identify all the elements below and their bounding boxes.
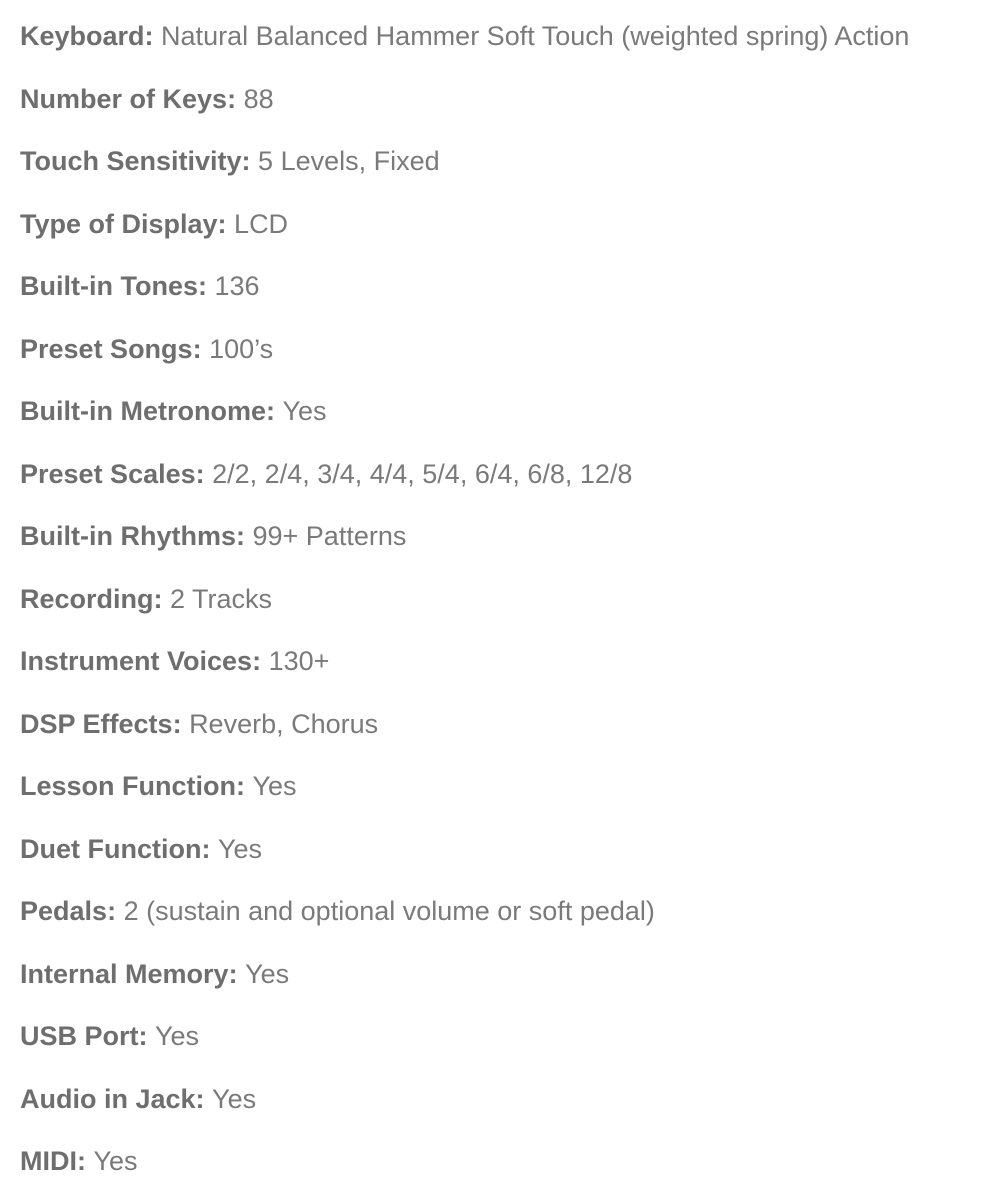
spec-row-midi: MIDI: Yes <box>20 1146 138 1176</box>
spec-label: Instrument Voices <box>20 646 253 676</box>
spec-value: Reverb, Chorus <box>189 708 379 739</box>
spec-row-preset-scales: Preset Scales: 2/2, 2/4, 3/4, 4/4, 5/4, … <box>20 458 633 489</box>
spec-label: Pedals <box>20 896 108 926</box>
spec-row-dsp-effects: DSP Effects: Reverb, Chorus <box>20 708 379 739</box>
spec-row-duet-function: Duet Function: Yes <box>20 833 263 864</box>
spec-value: Yes <box>93 1146 138 1176</box>
spec-value: 99+ Patterns <box>252 521 407 551</box>
spec-label: MIDI <box>20 1146 77 1176</box>
spec-value: 136 <box>214 271 260 301</box>
spec-row-built-in-tones: Built-in Tones: 136 <box>20 271 260 301</box>
spec-value: Yes <box>282 396 327 426</box>
spec-value: 130+ <box>268 646 330 676</box>
spec-value: 100’s <box>209 333 274 364</box>
spec-row-lesson-function: Lesson Function: Yes <box>20 771 297 801</box>
spec-row-touch-sensitivity: Touch Sensitivity: 5 Levels, Fixed <box>20 146 440 176</box>
spec-label: Type of Display <box>20 208 218 239</box>
spec-value: Yes <box>245 958 290 989</box>
spec-value: 2 (sustain and optional volume or soft p… <box>123 896 655 926</box>
spec-value: Yes <box>212 1083 257 1114</box>
spec-label: Duet Function <box>20 833 202 864</box>
spec-row-usb-port: USB Port: Yes <box>20 1021 200 1051</box>
spec-value: Natural Balanced Hammer Soft Touch (weig… <box>161 21 910 51</box>
spec-row-audio-in-jack: Audio in Jack: Yes <box>20 1083 257 1114</box>
spec-label: Preset Songs <box>20 333 193 364</box>
spec-label: Built-in Tones <box>20 271 198 301</box>
spec-row-built-in-metronome: Built-in Metronome: Yes <box>20 396 327 426</box>
spec-label: Keyboard <box>20 21 145 51</box>
spec-row-built-in-rhythms: Built-in Rhythms: 99+ Patterns <box>20 521 407 551</box>
spec-label: Built-in Rhythms <box>20 521 236 551</box>
spec-row-type-of-display: Type of Display: LCD <box>20 208 289 239</box>
spec-row-recording: Recording: 2 Tracks <box>20 583 273 614</box>
spec-value: 88 <box>243 83 274 114</box>
spec-label: USB Port <box>20 1021 139 1051</box>
spec-value: 2 Tracks <box>170 583 273 614</box>
spec-label: Lesson Function <box>20 771 236 801</box>
spec-label: DSP Effects <box>20 708 173 739</box>
spec-value: LCD <box>234 208 289 239</box>
spec-label: Preset Scales <box>20 458 196 489</box>
spec-label: Recording <box>20 583 154 614</box>
spec-row-preset-songs: Preset Songs: 100’s <box>20 333 274 364</box>
spec-row-number-of-keys: Number of Keys: 88 <box>20 83 274 114</box>
spec-label: Touch Sensitivity <box>20 146 242 176</box>
spec-value: Yes <box>252 771 297 801</box>
spec-value: 2/2, 2/4, 3/4, 4/4, 5/4, 6/4, 6/8, 12/8 <box>212 458 633 489</box>
spec-label: Audio in Jack <box>20 1083 196 1114</box>
spec-row-pedals: Pedals: 2 (sustain and optional volume o… <box>20 896 655 926</box>
spec-row-instrument-voices: Instrument Voices: 130+ <box>20 646 330 676</box>
spec-row-internal-memory: Internal Memory: Yes <box>20 958 290 989</box>
spec-list: Keyboard: Natural Balanced Hammer Soft T… <box>20 14 1006 1202</box>
spec-value: Yes <box>217 833 263 864</box>
spec-value: 5 Levels, Fixed <box>258 146 440 176</box>
spec-label: Internal Memory <box>20 958 229 989</box>
spec-label: Number of Keys <box>20 83 228 114</box>
spec-value: Yes <box>155 1021 200 1051</box>
spec-label: Built-in Metronome <box>20 396 266 426</box>
spec-row-keyboard: Keyboard: Natural Balanced Hammer Soft T… <box>20 21 910 51</box>
